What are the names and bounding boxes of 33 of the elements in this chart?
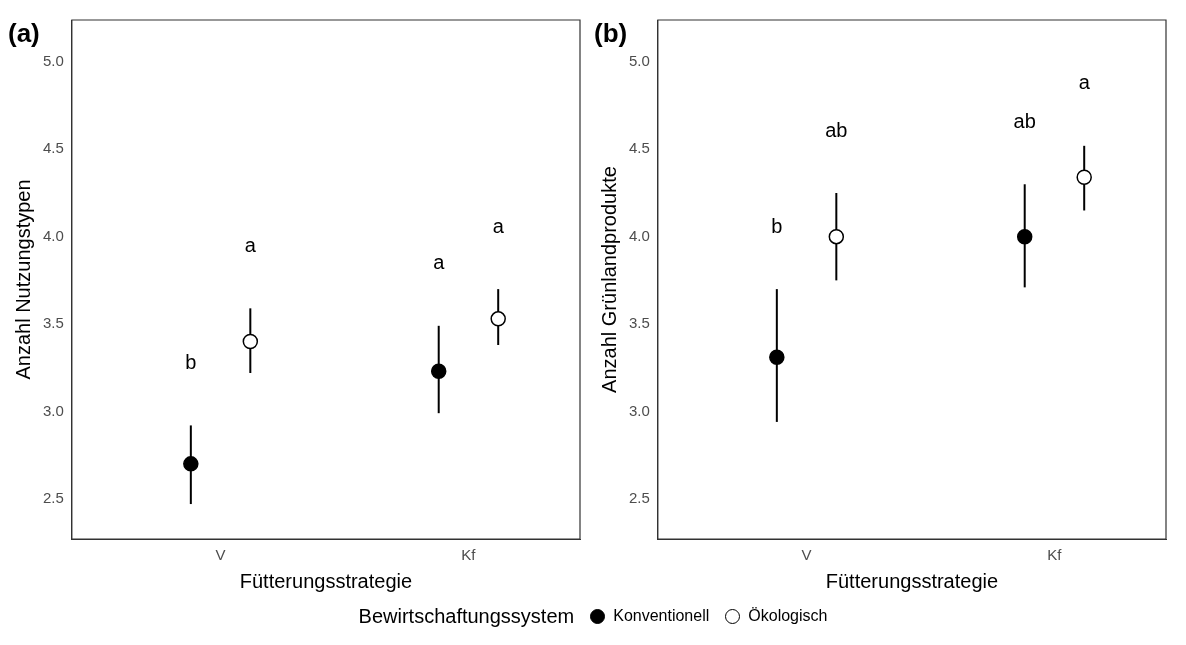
y-tick-label: 5.0 (42, 52, 64, 70)
annotation: a (492, 214, 505, 237)
legend-label: Konventionell (613, 607, 710, 625)
x-tick-label: V (215, 546, 226, 564)
y-tick-label: 2.5 (628, 488, 650, 506)
x-axis-title: Fütterungsstrategie (825, 569, 999, 592)
y-tick-label: 3.5 (628, 314, 650, 332)
y-axis-title: Anzahl Grünlandprodukte (597, 166, 620, 393)
y-tick-label: 4.0 (628, 226, 650, 244)
x-tick-label: V (801, 546, 812, 564)
y-tick-label: 4.5 (628, 139, 650, 157)
y-tick-label: 3.0 (628, 401, 650, 419)
legend-title: Bewirtschaftungssystem (358, 604, 575, 628)
y-tick-label: 4.0 (42, 226, 64, 244)
annotation: a (1078, 71, 1091, 94)
y-tick-label: 3.0 (42, 401, 64, 419)
annotation: ab (1013, 109, 1036, 132)
annotation: b (185, 350, 197, 373)
annotation: ab (825, 118, 848, 141)
x-tick-label: Kf (1047, 546, 1063, 564)
legend-label: Ökologisch (748, 607, 828, 625)
y-tick-label: 4.5 (42, 139, 64, 157)
x-axis-title: Fütterungsstrategie (239, 569, 413, 592)
annotation: b (771, 214, 783, 237)
y-tick-label: 3.5 (42, 314, 64, 332)
y-axis-title: Anzahl Nutzungstypen (11, 179, 34, 380)
chart-title: (b) (594, 17, 628, 48)
x-tick-label: Kf (461, 546, 477, 564)
chart-title: (a) (8, 17, 40, 48)
y-tick-label: 5.0 (628, 52, 650, 70)
annotation: a (433, 251, 446, 274)
y-tick-label: 2.5 (42, 488, 64, 506)
annotation: a (244, 233, 257, 256)
